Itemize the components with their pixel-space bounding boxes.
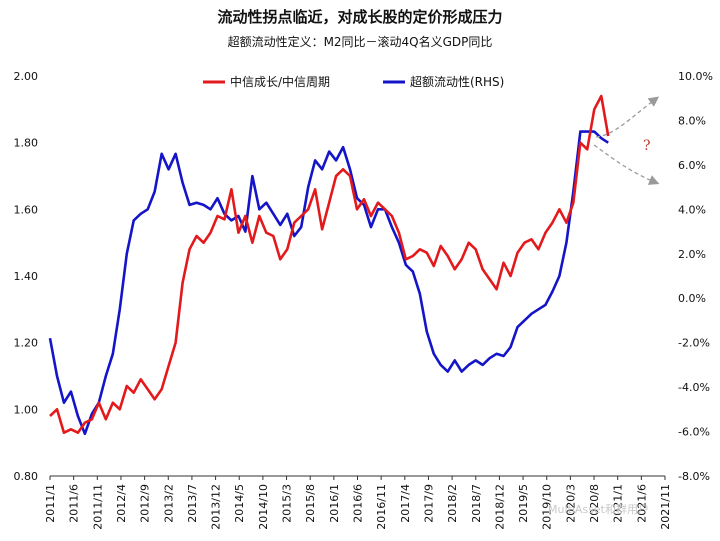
y-right-tick-label: -2.0% [678, 337, 710, 350]
y-left-tick-label: 0.80 [14, 470, 39, 483]
y-left-tick-label: 1.80 [14, 137, 39, 150]
y-left-tick-label: 2.00 [14, 70, 39, 83]
series-group [50, 96, 608, 434]
chart-subtitle: 超额流动性定义：M2同比－滚动4Q名义GDP同比 [227, 35, 493, 49]
x-tick-label: 2018/2 [446, 484, 459, 523]
x-tick-label: 2018/12 [493, 484, 506, 530]
x-tick-label: 2011/6 [68, 484, 81, 523]
x-tick-label: 2021/1 [612, 484, 625, 523]
legend-label: 超额流动性(RHS) [410, 74, 504, 89]
y-right-tick-label: -4.0% [678, 381, 710, 394]
axes-group: 2.00 1.80 1.60 1.40 1.20 1.00 0.80 10.0% 8.0% 6.0… [14, 70, 713, 530]
x-tick-label: 2018/7 [470, 484, 483, 523]
x-tick-label: 2019/5 [517, 484, 530, 523]
y-right-tick-label: 4.0% [678, 203, 706, 216]
y-left-tick-label: 1.00 [14, 403, 39, 416]
x-tick-label: 2021/6 [635, 484, 648, 523]
forecast-down-arrow [593, 144, 660, 185]
x-tick-label: 2016/1 [328, 484, 341, 523]
y-right-tick-label: 8.0% [678, 114, 706, 127]
x-tick-label: 2012/9 [139, 484, 152, 523]
x-tick-label: 2013/7 [186, 484, 199, 523]
y-right-tick-label: -8.0% [678, 470, 710, 483]
x-tick-label: 2013/2 [162, 484, 175, 523]
y-right-tick-label: 6.0% [678, 159, 706, 172]
y-left-tick-label: 1.40 [14, 270, 39, 283]
x-tick-label: 2011/1 [44, 484, 57, 523]
watermark: MultiAsset和群用户 [548, 502, 649, 516]
x-tick-label: 2015/3 [281, 484, 294, 523]
y-right-tick-label: 10.0% [678, 70, 713, 83]
series-line-excess-liquidity [50, 132, 608, 434]
y-left-tick-label: 1.20 [14, 337, 39, 350]
x-tick-label: 2016/6 [352, 484, 365, 523]
x-tick-label: 2017/4 [399, 484, 412, 523]
x-tick-label: 2020/3 [564, 484, 577, 523]
y-left-tick-label: 1.60 [14, 203, 39, 216]
x-tick-label: 2011/11 [91, 484, 104, 530]
series-line-growth-cyclical [50, 96, 608, 433]
forecast-up-arrow [595, 96, 660, 138]
chart-title: 流动性拐点临近，对成长股的定价形成压力 [217, 8, 503, 26]
x-tick-label: 2019/10 [541, 484, 554, 530]
forecast-question-mark: ? [643, 138, 651, 154]
x-tick-label: 2015/8 [304, 484, 317, 523]
x-tick-label: 2014/10 [257, 484, 270, 530]
x-tick-label: 2020/8 [588, 484, 601, 523]
x-tick-label: 2016/11 [375, 484, 388, 530]
y-right-tick-label: -6.0% [678, 426, 710, 439]
forecast-arrows: ? [593, 96, 660, 185]
legend-label: 中信成长/中信周期 [230, 74, 330, 89]
legend: 中信成长/中信周期 超额流动性(RHS) [203, 74, 504, 89]
x-tick-label: 2013/12 [210, 484, 223, 530]
y-right-tick-label: 0.0% [678, 292, 706, 305]
x-tick-label: 2021/11 [659, 484, 672, 530]
y-right-tick-label: 2.0% [678, 248, 706, 261]
x-tick-label: 2014/5 [233, 484, 246, 523]
x-tick-label: 2012/4 [115, 484, 128, 523]
x-tick-label: 2017/9 [422, 484, 435, 523]
